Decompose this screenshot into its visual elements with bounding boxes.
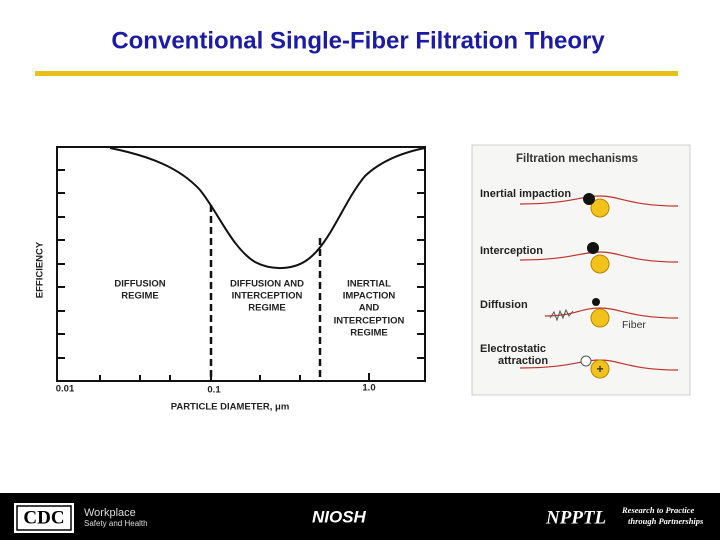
mechanism-label: Inertial impaction bbox=[480, 188, 571, 200]
x-tick-label: 0.01 bbox=[56, 384, 75, 395]
efficiency-curve bbox=[109, 147, 426, 270]
particle bbox=[583, 193, 595, 205]
particle bbox=[592, 298, 600, 306]
plot-frame bbox=[56, 146, 426, 382]
region-label: DIFFUSION AND bbox=[230, 279, 304, 290]
panel-title: Filtration mechanisms bbox=[516, 153, 638, 165]
slide-title: Conventional Single-Fiber Filtration The… bbox=[111, 27, 605, 54]
particle bbox=[587, 242, 599, 254]
footer-bar bbox=[0, 493, 720, 540]
region-label: INTERCEPTION bbox=[334, 316, 405, 327]
region-label: DIFFUSION bbox=[114, 279, 165, 290]
mechanisms-panel: Filtration mechanisms Inertial impaction… bbox=[471, 144, 691, 396]
efficiency-plot: DIFFUSION REGIME DIFFUSION AND INTERCEPT… bbox=[35, 146, 426, 413]
mechanism-label: attraction bbox=[498, 355, 548, 367]
cdc-logo: CDC bbox=[23, 507, 64, 528]
fiber-label: Fiber bbox=[622, 319, 646, 331]
x-axis-label: PARTICLE DIAMETER, μm bbox=[171, 402, 290, 413]
region-label: INERTIAL bbox=[347, 279, 391, 290]
cdc-line: Safety and Health bbox=[84, 519, 148, 528]
region-label: AND bbox=[359, 303, 380, 314]
mechanism-label: Diffusion bbox=[480, 299, 528, 311]
cdc-line: Workplace bbox=[84, 507, 136, 519]
npptl-line: Research to Practice bbox=[621, 505, 694, 515]
panel-frame bbox=[471, 144, 691, 396]
npptl-line: through Partnerships bbox=[628, 516, 704, 526]
cdc-logo-box bbox=[14, 503, 74, 533]
region-label: INTERCEPTION bbox=[232, 291, 303, 302]
diffusion-path bbox=[549, 308, 574, 322]
title-rule bbox=[35, 71, 678, 76]
region-label: REGIME bbox=[248, 303, 285, 314]
mechanism-label: Interception bbox=[480, 245, 543, 257]
niosh-logo: NIOSH bbox=[312, 507, 367, 526]
npptl-logo: NPPTL bbox=[545, 507, 606, 528]
cdc-logo-frame bbox=[16, 505, 72, 531]
fibers bbox=[590, 198, 610, 379]
region-label: IMPACTION bbox=[343, 291, 396, 302]
x-tick-label: 0.1 bbox=[207, 385, 221, 396]
footer: CDC Workplace Safety and Health NIOSH NP… bbox=[0, 493, 720, 540]
x-tick-label: 1.0 bbox=[362, 383, 375, 394]
charge-sign: + bbox=[596, 362, 603, 376]
region-label: REGIME bbox=[121, 291, 158, 302]
particle bbox=[580, 355, 592, 367]
mechanism-label: Electrostatic bbox=[480, 343, 546, 355]
y-axis-label: EFFICIENCY bbox=[35, 241, 46, 298]
region-label: REGIME bbox=[350, 328, 387, 339]
